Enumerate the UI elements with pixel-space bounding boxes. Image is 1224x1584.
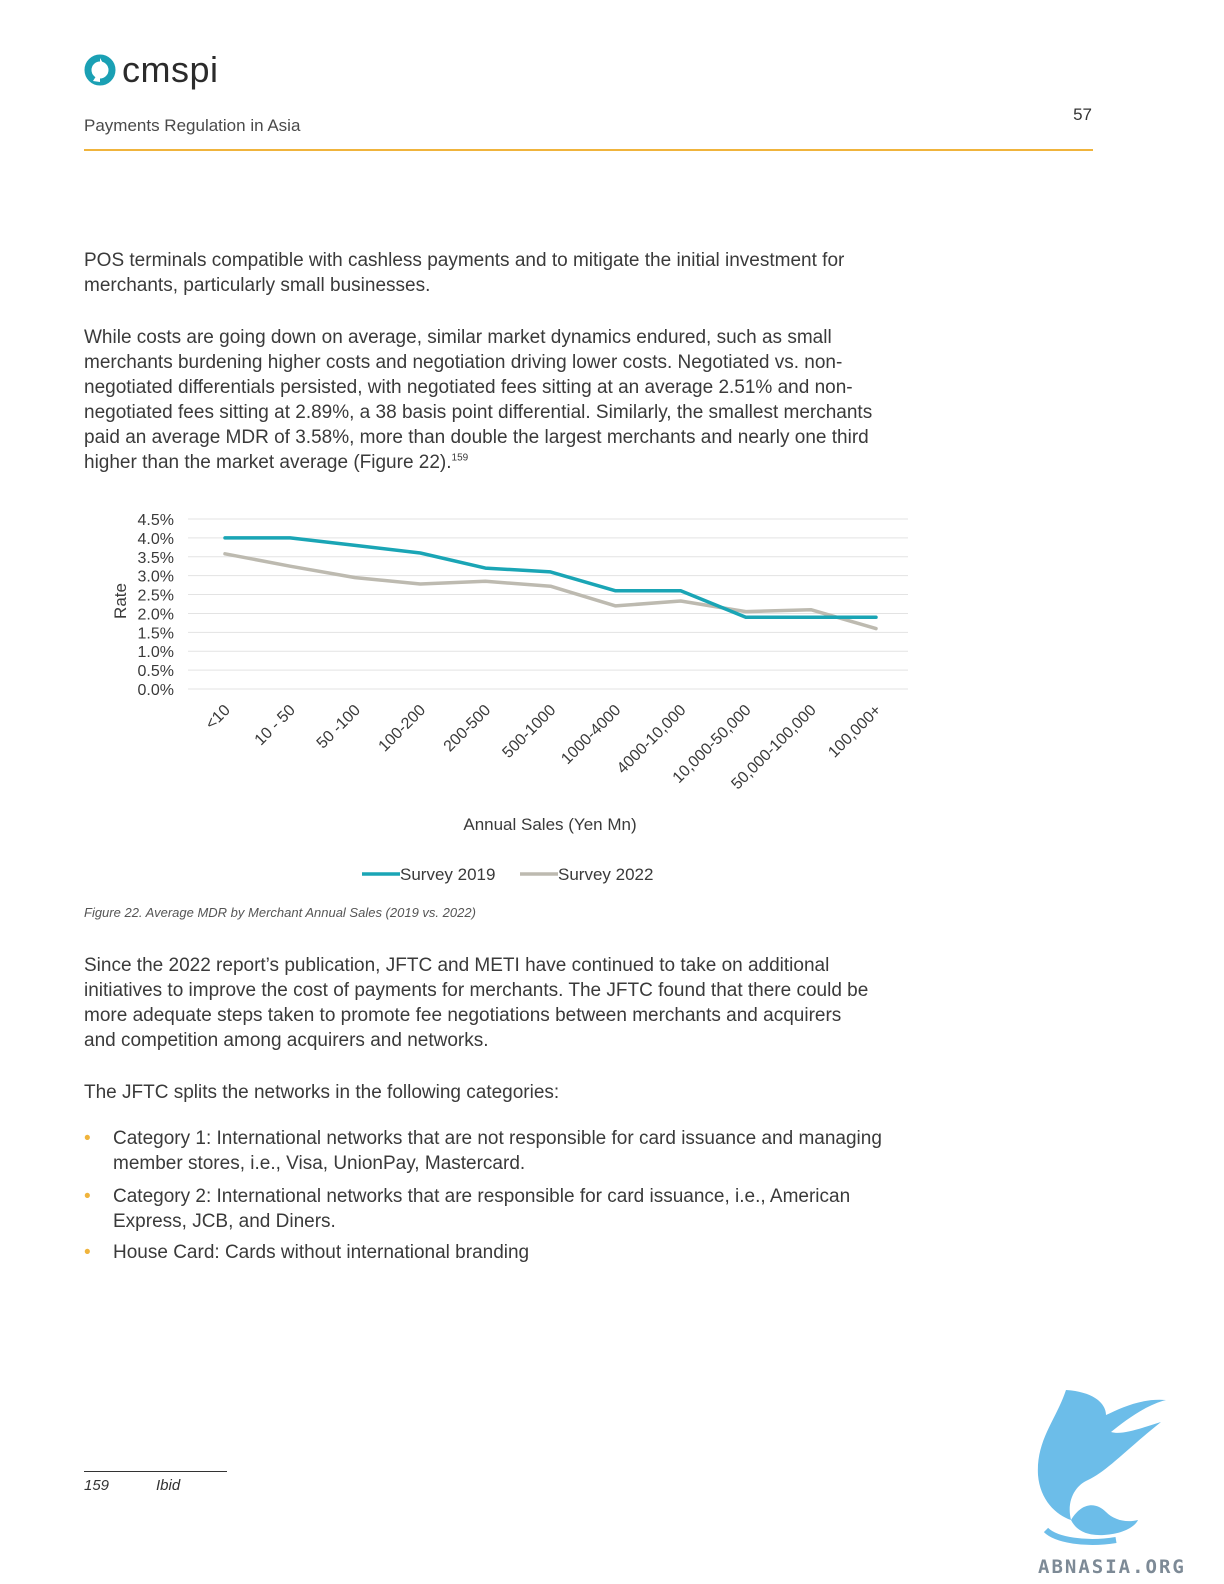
- list-item-text: Category 1: International networks that …: [113, 1128, 882, 1174]
- x-tick-label: 1000-4000: [558, 702, 624, 768]
- legend-label: Survey 2019: [400, 865, 495, 884]
- document-title: Payments Regulation in Asia: [84, 116, 301, 135]
- paragraph-costs-dynamics: While costs are going down on average, s…: [84, 325, 874, 475]
- x-tick-label: <10: [203, 702, 234, 733]
- y-tick-label: 2.0%: [138, 606, 174, 623]
- x-tick-label: 100,000+: [825, 702, 885, 762]
- y-tick-label: 4.5%: [138, 512, 174, 529]
- x-tick-label: 10 - 50: [252, 702, 299, 749]
- footnote: 159 Ibid: [84, 1477, 180, 1494]
- figure-caption: Figure 22. Average MDR by Merchant Annua…: [84, 905, 476, 920]
- bullet-icon: •: [84, 1186, 91, 1207]
- x-tick-label: 200-500: [441, 702, 495, 756]
- list-item: • Category 2: International networks that…: [84, 1184, 884, 1234]
- paragraph-network-categories: The JFTC splits the networks in the foll…: [84, 1082, 560, 1103]
- list-item: • House Card: Cards without international…: [84, 1240, 884, 1265]
- category-list: • Category 1: International networks that…: [84, 1126, 884, 1273]
- y-tick-label: 4.0%: [138, 531, 174, 548]
- list-item: • Category 1: International networks that…: [84, 1126, 884, 1176]
- y-tick-label: 3.5%: [138, 550, 174, 567]
- x-tick-label: 500-1000: [499, 702, 559, 762]
- x-tick-label: 100-200: [376, 702, 430, 756]
- y-axis-label: Rate: [111, 583, 130, 619]
- footnote-text: Ibid: [156, 1477, 181, 1494]
- chart-legend: Survey 2019 Survey 2022: [362, 865, 653, 884]
- y-tick-label: 1.5%: [138, 625, 174, 642]
- bullet-icon: •: [84, 1242, 91, 1263]
- cmspi-logo: cmspi: [84, 52, 219, 88]
- series-line: [223, 536, 878, 619]
- cmspi-logo-icon: [84, 54, 116, 86]
- mdr-line-chart: 0.0% 0.5% 1.0% 1.5% 2.0%2.5% 3.0% 3.5% 4.0% 4.5%…: [111, 512, 908, 884]
- paragraph-pos-terminals: POS terminals compatible with cashless p…: [84, 250, 845, 296]
- list-item-text: Category 2: International networks that …: [113, 1186, 851, 1232]
- brand-name: cmspi: [122, 49, 219, 90]
- page-number: 57: [1073, 105, 1092, 124]
- footnote-divider: [84, 1471, 227, 1472]
- chart-series: [223, 536, 878, 631]
- chart-x-ticks: <10 10 - 50 50 -100 100-200 200-500 500-10001…: [203, 702, 885, 793]
- header-divider: [84, 149, 1093, 151]
- y-tick-label: 2.5%: [138, 588, 174, 605]
- bullet-icon: •: [84, 1128, 91, 1149]
- footnote-number: 159: [84, 1477, 110, 1494]
- watermark-text: ABNASIA.ORG: [1038, 1556, 1186, 1578]
- legend-label: Survey 2022: [558, 865, 653, 884]
- series-line: [223, 552, 878, 631]
- y-tick-label: 0.5%: [138, 663, 174, 680]
- chart-gridlines: [188, 518, 908, 690]
- y-tick-label: 1.0%: [138, 644, 174, 661]
- chart-y-ticks: 0.0% 0.5% 1.0% 1.5% 2.0%2.5% 3.0% 3.5% 4.0% 4.5%: [138, 512, 174, 699]
- griffin-watermark-icon: [1037, 1390, 1166, 1545]
- y-tick-label: 0.0%: [138, 682, 174, 699]
- list-item-text: House Card: Cards without international …: [113, 1242, 530, 1263]
- footnote-ref[interactable]: 159: [451, 452, 469, 464]
- paragraph-costs-text: While costs are going down on average, s…: [84, 327, 873, 473]
- x-tick-label: 50 -100: [314, 702, 364, 752]
- paragraph-jftc-initiatives: Since the 2022 report’s publication, JFT…: [84, 955, 869, 1051]
- x-axis-label: Annual Sales (Yen Mn): [463, 815, 636, 834]
- y-tick-label: 3.0%: [138, 569, 174, 586]
